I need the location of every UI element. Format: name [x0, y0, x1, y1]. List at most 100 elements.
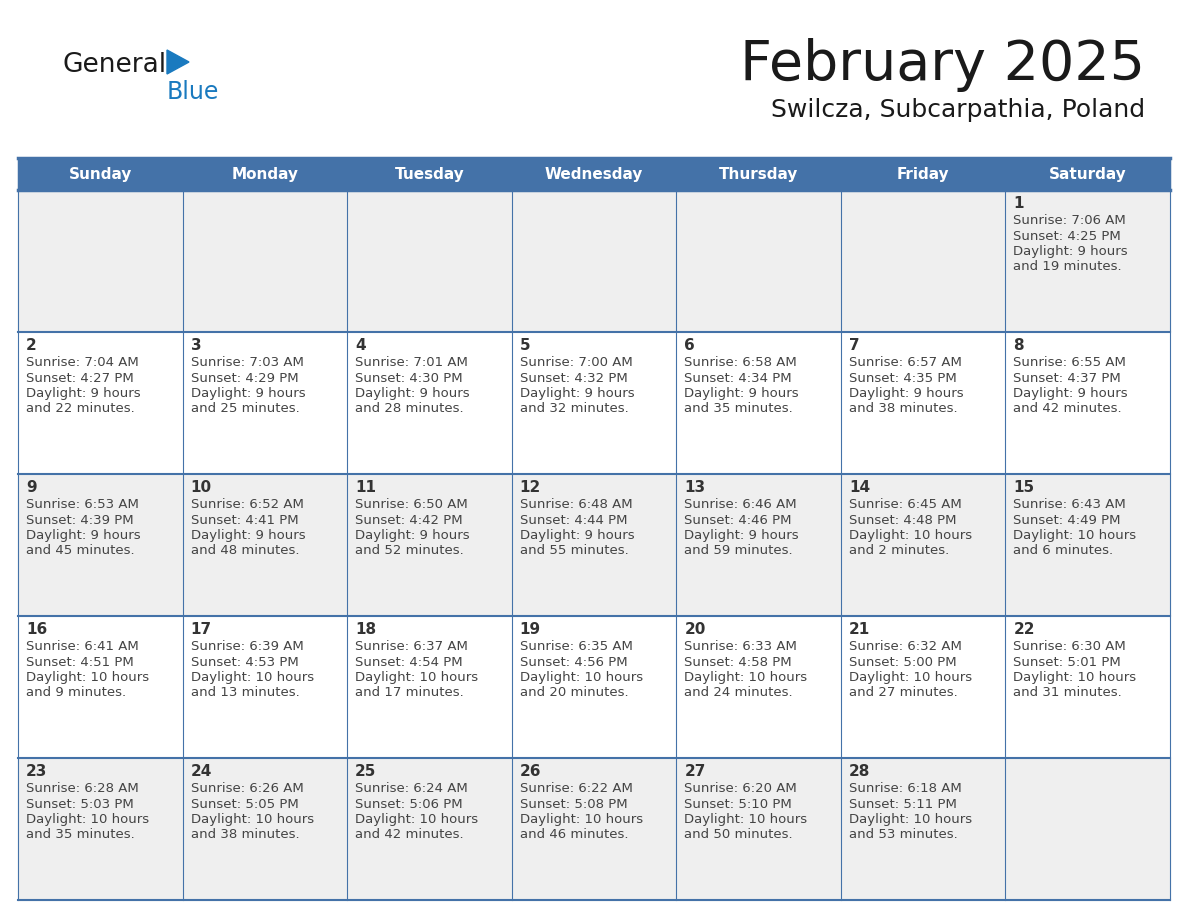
Text: Daylight: 9 hours: Daylight: 9 hours	[1013, 387, 1129, 400]
Text: Sunset: 4:46 PM: Sunset: 4:46 PM	[684, 513, 791, 527]
Text: Sunset: 5:11 PM: Sunset: 5:11 PM	[849, 798, 956, 811]
Text: Sunset: 4:37 PM: Sunset: 4:37 PM	[1013, 372, 1121, 385]
Text: Sunrise: 6:18 AM: Sunrise: 6:18 AM	[849, 782, 961, 795]
Text: 15: 15	[1013, 480, 1035, 495]
Bar	[1005, 158, 1170, 190]
Text: 17: 17	[190, 622, 211, 637]
Text: Daylight: 9 hours: Daylight: 9 hours	[26, 387, 140, 400]
Text: Daylight: 10 hours: Daylight: 10 hours	[684, 813, 808, 826]
Text: Sunrise: 6:52 AM: Sunrise: 6:52 AM	[190, 498, 303, 511]
Text: and 35 minutes.: and 35 minutes.	[26, 829, 134, 842]
Text: 20: 20	[684, 622, 706, 637]
Text: Friday: Friday	[897, 166, 949, 182]
Text: Daylight: 9 hours: Daylight: 9 hours	[190, 529, 305, 542]
Text: and 2 minutes.: and 2 minutes.	[849, 544, 949, 557]
Text: Sunrise: 6:53 AM: Sunrise: 6:53 AM	[26, 498, 139, 511]
Text: Sunset: 5:10 PM: Sunset: 5:10 PM	[684, 798, 792, 811]
Text: Wednesday: Wednesday	[545, 166, 643, 182]
Text: Sunrise: 6:43 AM: Sunrise: 6:43 AM	[1013, 498, 1126, 511]
Text: Sunset: 4:25 PM: Sunset: 4:25 PM	[1013, 230, 1121, 242]
Text: Blue: Blue	[168, 80, 220, 104]
Text: Monday: Monday	[232, 166, 298, 182]
Text: 6: 6	[684, 338, 695, 353]
Text: 10: 10	[190, 480, 211, 495]
Text: 8: 8	[1013, 338, 1024, 353]
Text: Daylight: 10 hours: Daylight: 10 hours	[190, 813, 314, 826]
Text: Sunrise: 6:26 AM: Sunrise: 6:26 AM	[190, 782, 303, 795]
Text: Sunset: 4:54 PM: Sunset: 4:54 PM	[355, 655, 463, 668]
Text: Sunset: 5:01 PM: Sunset: 5:01 PM	[1013, 655, 1121, 668]
Bar	[676, 158, 841, 190]
Text: Daylight: 9 hours: Daylight: 9 hours	[1013, 245, 1129, 258]
Text: Sunrise: 7:01 AM: Sunrise: 7:01 AM	[355, 356, 468, 369]
Text: and 6 minutes.: and 6 minutes.	[1013, 544, 1113, 557]
Text: and 24 minutes.: and 24 minutes.	[684, 687, 792, 700]
Text: and 31 minutes.: and 31 minutes.	[1013, 687, 1123, 700]
Bar	[18, 332, 1170, 474]
Text: and 19 minutes.: and 19 minutes.	[1013, 261, 1121, 274]
Text: Sunrise: 6:45 AM: Sunrise: 6:45 AM	[849, 498, 961, 511]
Text: Daylight: 10 hours: Daylight: 10 hours	[684, 671, 808, 684]
Text: and 28 minutes.: and 28 minutes.	[355, 402, 463, 416]
Text: and 25 minutes.: and 25 minutes.	[190, 402, 299, 416]
Text: Daylight: 10 hours: Daylight: 10 hours	[849, 529, 972, 542]
Text: and 32 minutes.: and 32 minutes.	[519, 402, 628, 416]
Bar	[512, 158, 676, 190]
Text: Sunset: 5:03 PM: Sunset: 5:03 PM	[26, 798, 134, 811]
Text: 11: 11	[355, 480, 377, 495]
Text: Sunset: 4:51 PM: Sunset: 4:51 PM	[26, 655, 134, 668]
Text: 12: 12	[519, 480, 541, 495]
Text: Sunset: 4:56 PM: Sunset: 4:56 PM	[519, 655, 627, 668]
Bar	[347, 158, 512, 190]
Text: Sunrise: 6:22 AM: Sunrise: 6:22 AM	[519, 782, 632, 795]
Text: and 53 minutes.: and 53 minutes.	[849, 829, 958, 842]
Text: Daylight: 9 hours: Daylight: 9 hours	[519, 387, 634, 400]
Text: Sunrise: 6:50 AM: Sunrise: 6:50 AM	[355, 498, 468, 511]
Bar	[18, 474, 1170, 616]
Text: Sunrise: 7:03 AM: Sunrise: 7:03 AM	[190, 356, 303, 369]
Bar	[18, 758, 1170, 900]
Bar	[183, 158, 347, 190]
Text: Sunrise: 6:37 AM: Sunrise: 6:37 AM	[355, 640, 468, 653]
Bar	[18, 190, 1170, 332]
Text: Sunset: 5:00 PM: Sunset: 5:00 PM	[849, 655, 956, 668]
Text: and 45 minutes.: and 45 minutes.	[26, 544, 134, 557]
Text: Daylight: 10 hours: Daylight: 10 hours	[26, 813, 150, 826]
Text: Sunrise: 6:33 AM: Sunrise: 6:33 AM	[684, 640, 797, 653]
Text: 13: 13	[684, 480, 706, 495]
Text: Sunset: 4:49 PM: Sunset: 4:49 PM	[1013, 513, 1121, 527]
Bar	[18, 616, 1170, 758]
Text: Sunday: Sunday	[69, 166, 132, 182]
Text: Sunrise: 6:20 AM: Sunrise: 6:20 AM	[684, 782, 797, 795]
Text: Sunrise: 7:04 AM: Sunrise: 7:04 AM	[26, 356, 139, 369]
Text: and 35 minutes.: and 35 minutes.	[684, 402, 794, 416]
Text: Daylight: 10 hours: Daylight: 10 hours	[849, 671, 972, 684]
Text: Daylight: 9 hours: Daylight: 9 hours	[355, 529, 469, 542]
Text: Daylight: 10 hours: Daylight: 10 hours	[26, 671, 150, 684]
Text: Thursday: Thursday	[719, 166, 798, 182]
Text: Swilcza, Subcarpathia, Poland: Swilcza, Subcarpathia, Poland	[771, 98, 1145, 122]
Text: 23: 23	[26, 764, 48, 779]
Text: and 38 minutes.: and 38 minutes.	[849, 402, 958, 416]
Text: and 59 minutes.: and 59 minutes.	[684, 544, 792, 557]
Text: Sunrise: 6:48 AM: Sunrise: 6:48 AM	[519, 498, 632, 511]
Polygon shape	[168, 50, 189, 74]
Text: Daylight: 10 hours: Daylight: 10 hours	[1013, 529, 1137, 542]
Text: Daylight: 10 hours: Daylight: 10 hours	[355, 813, 479, 826]
Text: Sunrise: 6:58 AM: Sunrise: 6:58 AM	[684, 356, 797, 369]
Text: 21: 21	[849, 622, 870, 637]
Text: and 48 minutes.: and 48 minutes.	[190, 544, 299, 557]
Text: Sunset: 4:34 PM: Sunset: 4:34 PM	[684, 372, 792, 385]
Text: Sunrise: 7:00 AM: Sunrise: 7:00 AM	[519, 356, 632, 369]
Text: 22: 22	[1013, 622, 1035, 637]
Text: Sunrise: 6:32 AM: Sunrise: 6:32 AM	[849, 640, 962, 653]
Text: Sunset: 4:27 PM: Sunset: 4:27 PM	[26, 372, 134, 385]
Text: Sunrise: 6:46 AM: Sunrise: 6:46 AM	[684, 498, 797, 511]
Text: 16: 16	[26, 622, 48, 637]
Text: Sunrise: 6:24 AM: Sunrise: 6:24 AM	[355, 782, 468, 795]
Text: and 17 minutes.: and 17 minutes.	[355, 687, 463, 700]
Text: Sunset: 4:41 PM: Sunset: 4:41 PM	[190, 513, 298, 527]
Text: and 46 minutes.: and 46 minutes.	[519, 829, 628, 842]
Text: 27: 27	[684, 764, 706, 779]
Text: Sunset: 5:08 PM: Sunset: 5:08 PM	[519, 798, 627, 811]
